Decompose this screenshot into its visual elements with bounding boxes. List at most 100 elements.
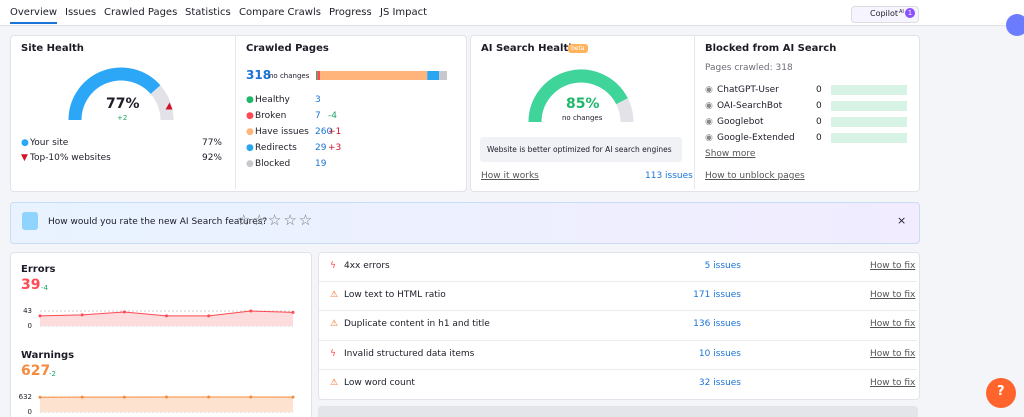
tab[interactable]: Compare Crawls — [239, 7, 321, 18]
issue-name[interactable]: Low word count — [344, 377, 415, 388]
tab[interactable]: Issues — [65, 7, 97, 18]
link[interactable]: How it works — [481, 171, 539, 181]
fix-link[interactable]: How to fix — [870, 377, 916, 388]
bot-value: 0 — [816, 101, 822, 111]
point — [249, 395, 253, 399]
tab[interactable]: Overview — [10, 7, 58, 24]
issue-name[interactable]: Low text to HTML ratio — [344, 290, 446, 301]
status-value[interactable]: 29 — [315, 143, 327, 153]
card-title: Errors — [21, 264, 56, 275]
help-icon: ? — [997, 384, 1005, 399]
help-button — [986, 378, 1016, 408]
rating-stars[interactable]: ☆☆☆☆☆ — [237, 211, 315, 229]
badge: beta — [568, 44, 588, 53]
message: Website is better optimized for AI searc… — [487, 145, 672, 154]
message-box — [480, 137, 682, 162]
gauge-change: +2 — [117, 114, 128, 122]
status-value[interactable]: 19 — [315, 159, 327, 169]
row-divider — [319, 281, 917, 283]
status-change: -4 — [328, 111, 337, 121]
bot-bar-track — [831, 133, 907, 143]
show-more[interactable]: Show more — [705, 149, 756, 159]
divider — [235, 36, 236, 189]
point — [80, 395, 84, 399]
status-change: +3 — [328, 143, 342, 153]
fix-link[interactable]: How to fix — [870, 290, 916, 301]
point — [249, 309, 253, 313]
copilot-badge: 1 — [905, 8, 915, 18]
issues-link[interactable]: 113 issues — [645, 171, 693, 181]
tab[interactable]: Statistics — [185, 7, 231, 18]
status-label: Have issues — [255, 127, 309, 137]
bot-name: Google-Extended — [717, 133, 795, 143]
status-value[interactable]: 3 — [315, 95, 321, 105]
bar-segment — [439, 71, 447, 80]
bot-icon: ◉ — [705, 101, 713, 111]
issue-count[interactable]: 5 issues — [704, 261, 741, 271]
footer-bar — [318, 406, 918, 417]
status-value[interactable]: 260 — [315, 127, 333, 137]
banner — [10, 202, 920, 244]
status-value[interactable]: 7 — [315, 111, 321, 121]
issue-count[interactable]: 32 issues — [698, 377, 741, 388]
copilot-button — [851, 6, 919, 23]
bot-value: 0 — [816, 85, 822, 95]
fix-link[interactable]: How to fix — [870, 348, 916, 359]
big-value: 39 — [21, 277, 41, 293]
point — [38, 395, 42, 399]
change: -4 — [41, 284, 48, 292]
bot-value: 0 — [816, 117, 822, 127]
divider — [694, 36, 695, 189]
change: -2 — [49, 370, 56, 378]
assistant-button — [1006, 14, 1024, 36]
copilot-label[interactable]: Copilot — [870, 9, 899, 18]
status-dot: ● — [246, 127, 254, 137]
tab[interactable]: JS Impact — [380, 7, 428, 18]
fix-link[interactable]: How to fix — [870, 319, 916, 330]
point — [165, 314, 168, 318]
area — [40, 397, 293, 412]
tab[interactable]: Progress — [329, 7, 372, 18]
status-dot: ● — [246, 95, 254, 105]
legend-marker: ▼ — [21, 153, 28, 163]
issue-name[interactable]: Invalid structured data items — [344, 348, 475, 359]
status-label: Broken — [255, 111, 287, 121]
y-tick-label: 0 — [27, 408, 32, 416]
point — [122, 310, 126, 314]
copilot-sup: AI — [899, 9, 904, 15]
status-dot: ● — [246, 159, 254, 169]
status-label: Blocked — [255, 159, 291, 169]
issue-icon: ⚠ — [330, 319, 339, 330]
legend-value: 77% — [201, 138, 222, 148]
tab[interactable]: Crawled Pages — [104, 7, 178, 18]
issue-name[interactable]: 4xx errors — [344, 261, 390, 271]
bar-segment — [316, 71, 318, 80]
link[interactable]: How to unblock pages — [705, 171, 805, 181]
card — [10, 35, 467, 192]
bar-segment — [317, 71, 321, 80]
issue-count[interactable]: 171 issues — [693, 290, 741, 301]
issue-count[interactable]: 136 issues — [693, 319, 741, 330]
bot-name: OAI-SearchBot — [717, 101, 783, 111]
note: no changes — [269, 72, 310, 80]
issue-count[interactable]: 10 issues — [698, 348, 741, 359]
point — [207, 395, 211, 399]
fix-link[interactable]: How to fix — [870, 261, 916, 271]
point — [291, 395, 295, 399]
bot-icon: ◉ — [705, 117, 713, 127]
status-label: Healthy — [255, 95, 290, 105]
bot-icon: ◉ — [705, 133, 713, 143]
issue-icon: ϟ — [330, 261, 336, 271]
legend-label: Your site — [30, 138, 69, 148]
close[interactable]: × — [897, 214, 907, 227]
benchmark-marker — [165, 102, 173, 110]
issue-name[interactable]: Duplicate content in h1 and title — [344, 319, 490, 330]
card-title: Warnings — [21, 350, 75, 361]
gauge-value — [528, 69, 628, 123]
legend-label: Top-10% websites — [30, 153, 111, 163]
bot-bar-track — [831, 85, 907, 95]
big-value: 627 — [21, 363, 51, 379]
row-divider — [319, 368, 917, 370]
